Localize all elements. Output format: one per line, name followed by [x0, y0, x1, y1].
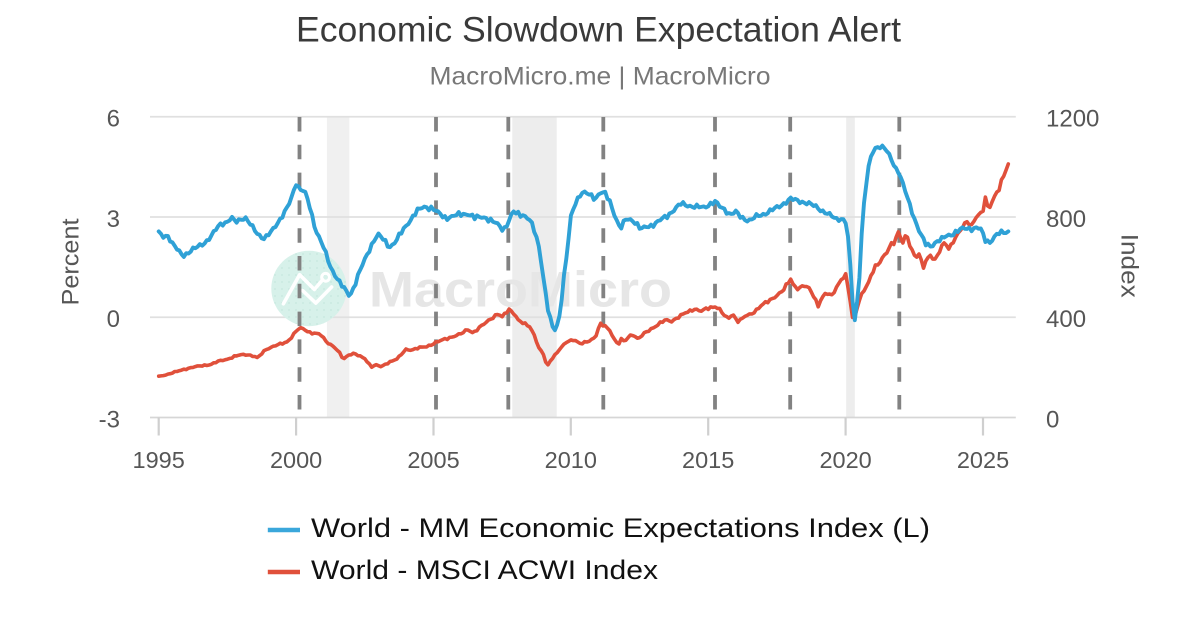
svg-text:400: 400 [1046, 306, 1086, 333]
svg-text:3: 3 [107, 206, 120, 233]
svg-text:6: 6 [107, 106, 120, 133]
svg-text:2010: 2010 [545, 447, 597, 473]
svg-text:MacroMicro: MacroMicro [369, 262, 672, 318]
svg-text:Percent: Percent [58, 218, 85, 305]
svg-text:2015: 2015 [682, 447, 734, 473]
svg-text:2000: 2000 [270, 447, 322, 473]
svg-text:2020: 2020 [819, 447, 871, 473]
svg-text:2025: 2025 [957, 447, 1009, 473]
svg-text:1995: 1995 [133, 447, 185, 473]
svg-text:Economic Slowdown Expectation: Economic Slowdown Expectation Alert [296, 11, 901, 50]
svg-text:World - MM Economic Expectatio: World - MM Economic Expectations Index (… [311, 513, 930, 543]
svg-text:800: 800 [1046, 206, 1086, 233]
svg-text:0: 0 [1046, 406, 1059, 433]
svg-text:MacroMicro.me | MacroMicro: MacroMicro.me | MacroMicro [430, 63, 771, 91]
svg-text:1200: 1200 [1046, 106, 1099, 133]
svg-text:-3: -3 [99, 406, 120, 433]
svg-text:World - MSCI ACWI Index: World - MSCI ACWI Index [311, 555, 659, 585]
svg-text:Index: Index [1116, 234, 1143, 298]
svg-text:0: 0 [107, 306, 120, 333]
svg-text:2005: 2005 [407, 447, 459, 473]
